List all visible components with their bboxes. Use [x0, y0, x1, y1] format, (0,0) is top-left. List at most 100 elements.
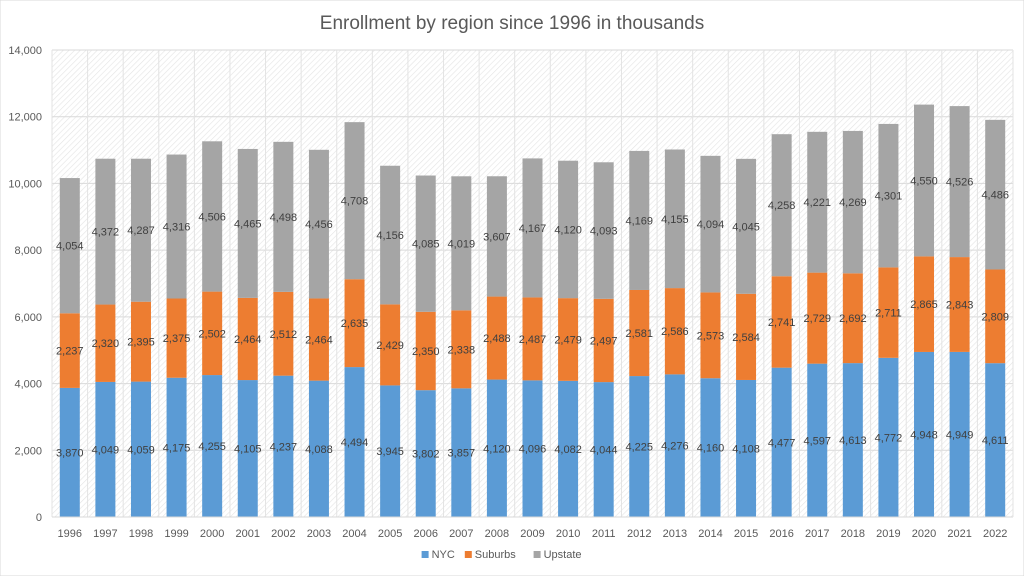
data-label-nyc-2014: 4,160	[697, 443, 725, 455]
x-tick-label: 2011	[592, 528, 616, 540]
data-label-suburbs-1997: 2,320	[92, 338, 120, 350]
data-label-upstate-2003: 4,456	[305, 219, 333, 231]
data-label-suburbs-2004: 2,635	[341, 318, 369, 330]
data-label-upstate-2016: 4,258	[768, 200, 796, 212]
data-label-suburbs-2010: 2,479	[554, 334, 582, 346]
data-label-suburbs-2005: 2,429	[376, 340, 404, 352]
data-label-nyc-1999: 4,175	[163, 442, 191, 454]
bar-nyc-2004	[344, 367, 365, 517]
bar-nyc-1999	[166, 377, 187, 517]
bar-upstate-2009	[522, 158, 543, 298]
bar-nyc-1998	[130, 381, 151, 517]
data-label-upstate-2017: 4,221	[803, 197, 831, 209]
data-label-suburbs-2015: 2,584	[732, 332, 760, 344]
data-label-suburbs-2012: 2,581	[626, 328, 654, 340]
bar-suburbs-2000	[202, 291, 223, 376]
x-tick-label: 2010	[556, 528, 580, 540]
data-label-nyc-2013: 4,276	[661, 441, 689, 453]
data-label-upstate-2000: 4,506	[198, 211, 226, 223]
bar-nyc-2002	[273, 375, 294, 517]
bar-upstate-2003	[308, 149, 329, 299]
data-label-nyc-1996: 3,870	[56, 447, 84, 459]
bar-nyc-2015	[736, 379, 757, 517]
data-label-upstate-2014: 4,094	[697, 219, 725, 231]
legend: NYC Suburbs Upstate	[421, 549, 582, 561]
data-label-upstate-2008: 3,607	[483, 231, 511, 243]
bar-upstate-2016	[771, 134, 792, 277]
data-label-nyc-2021: 4,949	[946, 429, 974, 441]
bar-suburbs-2017	[807, 272, 828, 364]
x-tick-label: 2003	[307, 528, 331, 540]
bar-suburbs-2006	[415, 311, 436, 391]
data-label-upstate-2010: 4,120	[554, 224, 582, 236]
bar-upstate-2000	[202, 141, 223, 292]
bar-upstate-2020	[914, 104, 935, 257]
data-label-suburbs-2019: 2,711	[875, 308, 902, 320]
legend-swatch-suburbs	[464, 551, 472, 558]
data-label-nyc-2004: 4,494	[341, 437, 369, 449]
bar-suburbs-2011	[593, 298, 614, 383]
data-label-nyc-1997: 4,049	[92, 444, 120, 456]
bar-suburbs-1997	[95, 304, 116, 382]
bar-suburbs-2010	[558, 298, 579, 381]
bar-upstate-1996	[59, 178, 80, 314]
data-label-upstate-2005: 4,156	[376, 230, 404, 242]
bar-nyc-2003	[308, 380, 329, 517]
bar-suburbs-2015	[736, 293, 757, 380]
data-label-nyc-2008: 4,120	[483, 443, 511, 455]
data-label-suburbs-1998: 2,395	[127, 337, 155, 349]
y-tick-label: 6,000	[14, 312, 42, 324]
x-tick-label: 2012	[627, 528, 651, 540]
data-label-suburbs-2014: 2,573	[697, 330, 725, 342]
data-label-suburbs-2020: 2,865	[910, 299, 938, 311]
data-label-nyc-2018: 4,613	[839, 435, 867, 447]
x-tick-label: 2022	[983, 528, 1007, 540]
bar-suburbs-2013	[664, 288, 685, 375]
bar-suburbs-2020	[914, 256, 935, 352]
data-label-suburbs-2003: 2,464	[305, 335, 333, 347]
x-tick-label: 1999	[164, 528, 188, 540]
data-label-nyc-2009: 4,096	[519, 444, 547, 456]
bar-upstate-2011	[593, 162, 614, 299]
bar-upstate-2015	[736, 158, 757, 294]
bar-suburbs-1999	[166, 298, 187, 378]
data-label-suburbs-2018: 2,692	[839, 313, 867, 325]
x-tick-label: 1998	[129, 528, 153, 540]
bar-nyc-2022	[985, 363, 1006, 517]
data-label-suburbs-2000: 2,502	[198, 328, 226, 340]
data-label-suburbs-2002: 2,512	[270, 329, 298, 341]
data-label-nyc-2012: 4,225	[626, 442, 654, 454]
x-tick-label: 2007	[449, 528, 473, 540]
data-label-nyc-2002: 4,237	[270, 441, 298, 453]
x-tick-label: 2015	[734, 528, 758, 540]
bar-suburbs-2022	[985, 269, 1006, 364]
x-tick-label: 1997	[93, 528, 117, 540]
data-label-nyc-2011: 4,044	[590, 445, 618, 457]
bars	[59, 104, 1006, 517]
data-label-upstate-2013: 4,155	[661, 214, 689, 226]
y-tick-label: 2,000	[14, 445, 42, 457]
bar-suburbs-1998	[130, 301, 151, 382]
data-label-suburbs-2022: 2,809	[981, 311, 1009, 323]
y-tick-label: 12,000	[8, 112, 42, 124]
y-tick-label: 10,000	[8, 178, 42, 190]
bar-suburbs-2021	[949, 257, 970, 352]
data-label-suburbs-1999: 2,375	[163, 333, 191, 345]
bar-upstate-2018	[842, 130, 863, 274]
y-axis: 0 2,000 4,000 6,000 8,000 10,000 12,000 14,000	[8, 45, 42, 524]
bar-suburbs-2008	[486, 296, 507, 380]
bar-nyc-2000	[202, 375, 223, 517]
data-label-upstate-2018: 4,269	[839, 197, 867, 209]
legend-swatch-nyc	[421, 551, 429, 558]
y-tick-label: 4,000	[14, 379, 42, 391]
bar-suburbs-2005	[380, 304, 401, 386]
y-tick-label: 14,000	[8, 45, 42, 57]
data-label-upstate-2002: 4,498	[270, 212, 298, 224]
x-tick-label: 2006	[413, 528, 437, 540]
bar-suburbs-2002	[273, 291, 294, 376]
bar-nyc-2006	[415, 390, 436, 517]
bar-upstate-2005	[380, 165, 401, 305]
x-tick-label: 2013	[663, 528, 687, 540]
bar-suburbs-2009	[522, 297, 543, 381]
